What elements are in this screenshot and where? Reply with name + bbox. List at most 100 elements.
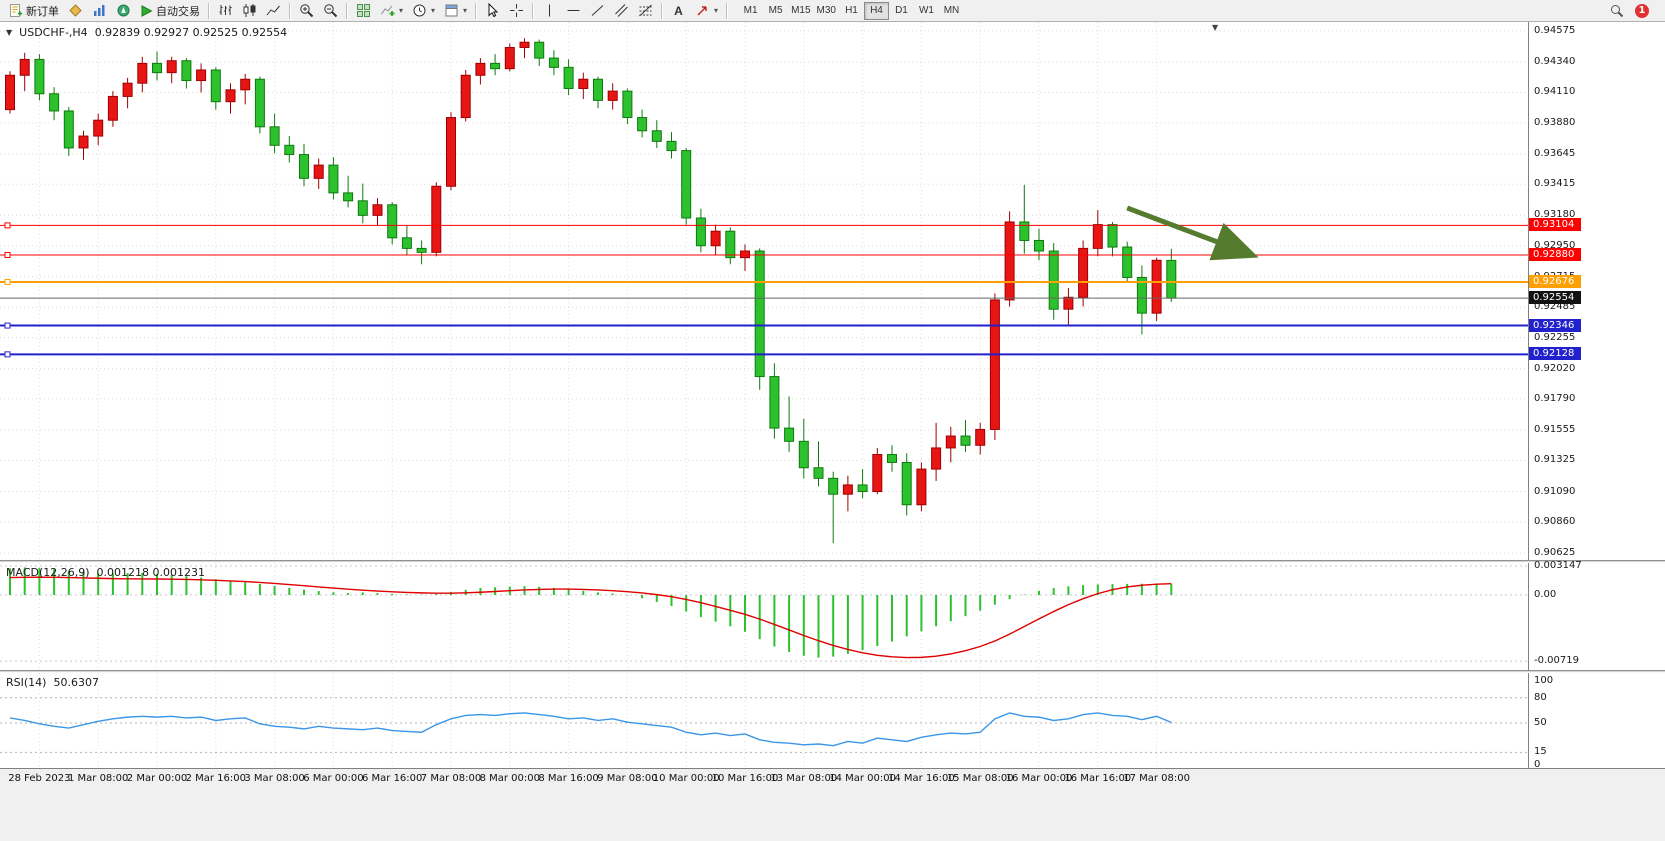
- price-axis-tick: 0.94340: [1534, 56, 1576, 68]
- chart-shift-marker-icon[interactable]: ▼: [1212, 23, 1219, 32]
- candle-body: [5, 74, 15, 111]
- price-axis-tick: 0.93645: [1534, 147, 1576, 159]
- line-handle[interactable]: [4, 351, 11, 358]
- clock-icon: [412, 3, 427, 18]
- autotrading-button[interactable]: 自动交易: [136, 1, 204, 21]
- timeframe-button-w1[interactable]: W1: [914, 2, 939, 20]
- tile-windows-button[interactable]: [352, 1, 375, 21]
- market-watch-button[interactable]: [88, 1, 111, 21]
- vertical-line-tool-button[interactable]: [538, 1, 561, 21]
- horizontal-line-icon: [566, 3, 581, 18]
- candle-body: [416, 247, 427, 253]
- template-icon: [444, 3, 459, 18]
- zoom-out-button[interactable]: [319, 1, 342, 21]
- candle-body: [1019, 221, 1030, 241]
- price-axis-tick: 0.92255: [1534, 331, 1576, 343]
- main-chart-plot[interactable]: [0, 22, 1528, 560]
- toolbar-separator: [346, 2, 348, 19]
- crosshair-icon: [509, 3, 524, 18]
- macd-axis[interactable]: 0.003147 0.00 -0.00719: [1528, 560, 1665, 670]
- timeframe-button-m30[interactable]: M30: [814, 2, 839, 20]
- candle-body: [1078, 247, 1089, 298]
- rsi-axis-tick: 80: [1534, 691, 1547, 703]
- timeframe-button-m1[interactable]: M1: [738, 2, 763, 20]
- zoom-in-button[interactable]: [295, 1, 318, 21]
- time-axis-label: 8 Mar 16:00: [538, 773, 599, 784]
- timeframe-button-m5[interactable]: M5: [763, 2, 788, 20]
- time-axis-label: 17 Mar 08:00: [1123, 773, 1190, 784]
- panel-splitter[interactable]: [0, 670, 1665, 673]
- rsi-plot[interactable]: [0, 673, 1528, 768]
- new-order-button[interactable]: 新订单: [4, 1, 63, 21]
- toolbar-separator: [208, 2, 210, 19]
- text-tool-button[interactable]: A: [667, 1, 690, 21]
- autotrading-play-icon: [140, 4, 153, 18]
- main-chart-panel[interactable]: [0, 22, 1528, 560]
- text-tool-icon: A: [671, 3, 686, 18]
- candle-body: [1048, 250, 1059, 310]
- rsi-axis-tick: 0: [1534, 759, 1541, 770]
- time-axis-label: 2 Mar 00:00: [126, 773, 188, 784]
- candle-body: [372, 204, 383, 216]
- indicators-plus-icon: [380, 3, 395, 18]
- line-handle[interactable]: [4, 278, 11, 285]
- channel-icon: [614, 3, 629, 18]
- price-axis-tick: 0.94575: [1534, 25, 1576, 36]
- macd-panel[interactable]: [0, 563, 1528, 670]
- candle-body: [1063, 296, 1074, 310]
- timeframe-button-m15[interactable]: M15: [788, 2, 813, 20]
- line-chart-button[interactable]: [262, 1, 285, 21]
- timeframe-button-mn[interactable]: MN: [939, 2, 964, 20]
- zoom-in-icon: [299, 3, 314, 18]
- navigator-button[interactable]: [112, 1, 135, 21]
- trend-arrow[interactable]: [1126, 205, 1259, 261]
- trendline-tool-button[interactable]: [586, 1, 609, 21]
- candle-body: [122, 82, 133, 97]
- candlestick-chart-button[interactable]: [238, 1, 261, 21]
- candle-body: [313, 164, 324, 179]
- fibonacci-tool-button[interactable]: [634, 1, 657, 21]
- time-axis-label: 13 Mar 08:00: [770, 773, 838, 784]
- macd-plot[interactable]: [0, 563, 1528, 670]
- indicators-button[interactable]: ▾: [376, 1, 407, 21]
- rsi-axis[interactable]: 100 80 50 15 0: [1528, 673, 1665, 770]
- periods-button[interactable]: ▾: [408, 1, 439, 21]
- candle-body: [78, 135, 89, 149]
- time-axis-label: 16 Mar 16:00: [1064, 773, 1132, 784]
- cursor-button[interactable]: [481, 1, 504, 21]
- window-bottom-area: [0, 792, 1665, 841]
- bar-chart-button[interactable]: [214, 1, 237, 21]
- candle-body: [49, 93, 60, 112]
- candle-body: [710, 230, 721, 247]
- price-axis[interactable]: 0.94575 0.94340 0.94110 0.93880 0.93645 0.934…: [1528, 22, 1665, 560]
- templates-button[interactable]: ▾: [440, 1, 471, 21]
- timeframe-button-h1[interactable]: H1: [839, 2, 864, 20]
- candle-body: [637, 117, 648, 132]
- rsi-name: RSI(14): [6, 676, 47, 689]
- toolbar-right: 1: [1609, 3, 1661, 19]
- symbol-dropdown-icon[interactable]: ▼: [6, 28, 13, 37]
- time-axis[interactable]: 28 Feb 2023 1 Mar 08:00 2 Mar 00:00 2 Mar 1…: [0, 768, 1665, 792]
- timeframe-button-d1[interactable]: D1: [889, 2, 914, 20]
- notification-badge[interactable]: 1: [1635, 3, 1649, 18]
- horizontal-line-tool-button[interactable]: [562, 1, 585, 21]
- symbol-period-label: USDCHF-,H4: [19, 26, 88, 39]
- timeframe-button-h4[interactable]: H4: [863, 1, 889, 20]
- channel-tool-button[interactable]: [610, 1, 633, 21]
- arrows-tool-button[interactable]: ▾: [691, 1, 722, 21]
- line-handle[interactable]: [4, 222, 11, 229]
- navigator-icon: [116, 3, 131, 18]
- panel-splitter[interactable]: [0, 560, 1665, 563]
- rsi-axis-tick: 15: [1534, 746, 1547, 758]
- crosshair-button[interactable]: [505, 1, 528, 21]
- rsi-panel[interactable]: [0, 673, 1528, 768]
- search-icon[interactable]: [1609, 3, 1625, 19]
- candle-body: [328, 164, 339, 194]
- line-handle[interactable]: [4, 322, 11, 329]
- metaeditor-button[interactable]: [64, 1, 87, 21]
- price-line-tag: 0.92676: [1529, 274, 1581, 288]
- price-axis-tick: 0.92485: [1534, 301, 1576, 313]
- ohlc-values: 0.92839 0.92927 0.92525 0.92554: [94, 26, 288, 39]
- candle-body: [93, 119, 104, 137]
- line-handle[interactable]: [4, 251, 11, 258]
